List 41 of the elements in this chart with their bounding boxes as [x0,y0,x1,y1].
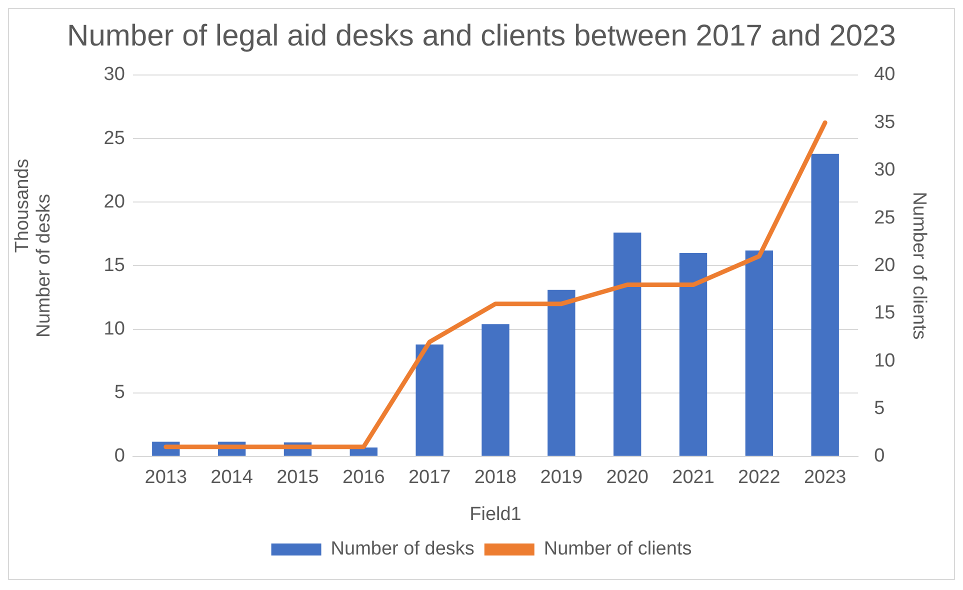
y2-tick-label: 15 [874,302,896,324]
x-tick-label: 2023 [804,467,846,488]
x-tick-label: 2018 [474,467,517,488]
bar [745,250,774,456]
x-tick-label: 2013 [144,467,188,488]
bar [811,154,839,456]
y2-tick-label: 20 [874,254,896,276]
y2-tick-label: 30 [874,160,896,181]
legend-label: Number of clients [544,538,692,560]
chart-title: Number of legal aid desks and clients between 2017 and 2023 [67,19,896,52]
bar [548,290,576,456]
y2-tick-label: 40 [874,64,896,86]
x-axis-title: Field1 [470,504,522,525]
x-tick-label: 2016 [342,467,385,488]
bar [614,232,642,456]
bar [482,324,510,456]
y-axis-title: Number of desks [34,194,55,338]
bar [416,344,444,456]
y-tick-label: 10 [104,318,125,340]
x-tick-label: 2015 [276,467,319,488]
y-tick-label: 30 [104,64,125,86]
x-tick-label: 2022 [738,467,780,488]
y2-tick-label: 10 [874,350,896,372]
y-tick-label: 0 [114,446,125,467]
x-tick-label: 2019 [540,467,583,488]
x-tick-label: 2017 [408,467,451,488]
y2-axis-title: Number of clients [908,192,930,340]
y2-tick-label: 5 [874,398,885,419]
y2-tick-label: 35 [874,112,896,133]
y-tick-label: 15 [104,254,125,276]
y-tick-label: 20 [104,191,125,212]
y2-tick-label: 0 [874,446,885,467]
y-tick-label: 25 [104,128,125,149]
text: Thousands [12,158,34,253]
y-tick-label: 5 [114,382,125,404]
bar [679,252,708,456]
legend-label: Number of desks [330,538,474,560]
y2-tick-label: 25 [874,207,896,228]
x-tick-label: 2014 [210,467,254,488]
x-tick-label: 2020 [606,467,648,488]
x-tick-label: 2021 [672,467,714,488]
